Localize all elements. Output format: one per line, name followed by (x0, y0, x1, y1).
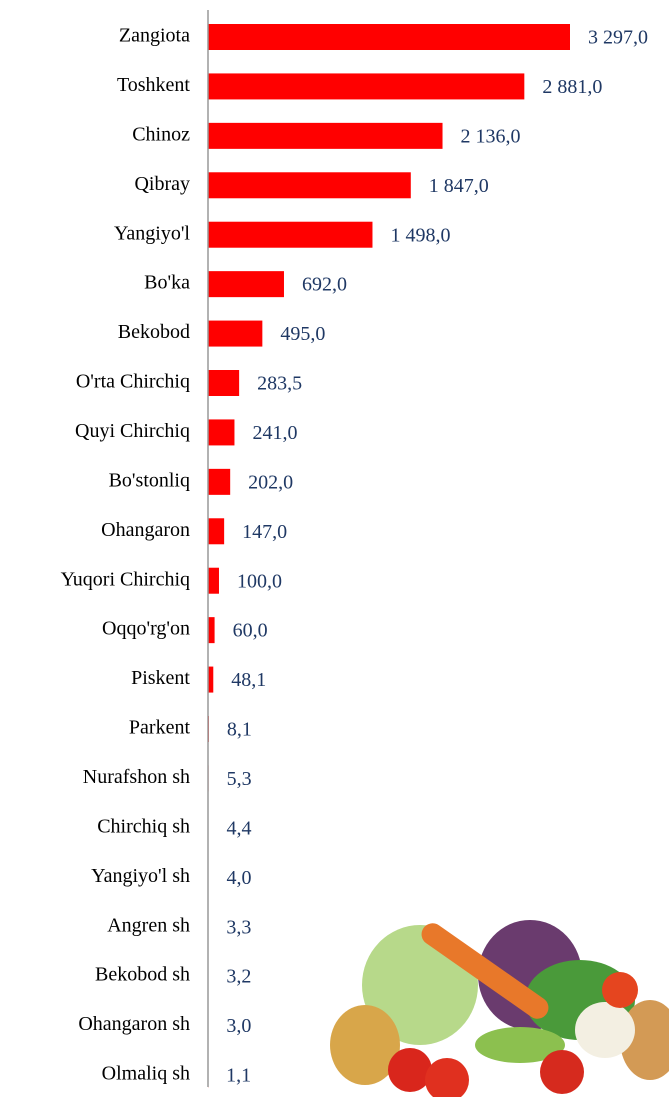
category-label: Yangiyo'l (114, 222, 190, 244)
value-label: 2 881,0 (542, 76, 602, 98)
value-label: 495,0 (280, 323, 325, 345)
category-label: Piskent (131, 667, 190, 689)
value-label: 147,0 (242, 521, 287, 543)
category-label: Qibray (134, 173, 190, 195)
bar (208, 617, 215, 644)
value-label: 3 297,0 (588, 27, 648, 49)
category-label: Angren sh (107, 914, 190, 936)
category-label: Nurafshon sh (83, 766, 190, 788)
bar (208, 419, 235, 446)
category-label: O'rta Chirchiq (76, 371, 190, 393)
category-label: Chirchiq sh (97, 815, 190, 837)
value-label: 1,1 (226, 1065, 251, 1087)
value-label: 2 136,0 (461, 125, 521, 147)
value-label: 1 847,0 (429, 175, 489, 197)
value-label: 241,0 (252, 422, 297, 444)
category-label: Parkent (129, 717, 191, 739)
value-label: 60,0 (233, 620, 268, 642)
value-label: 4,4 (226, 817, 251, 839)
category-label: Toshkent (117, 74, 190, 96)
category-label: Olmaliq sh (102, 1063, 190, 1085)
vegetables-illustration (330, 920, 669, 1097)
category-label: Quyi Chirchiq (75, 420, 190, 442)
bar (208, 468, 231, 495)
bar (208, 320, 263, 347)
category-label: Ohangaron sh (78, 1013, 190, 1035)
bar (208, 370, 240, 396)
category-label: Bo'ka (144, 272, 190, 294)
category-label: Yuqori Chirchiq (61, 568, 190, 590)
category-label: Oqqo'rg'on (102, 618, 190, 640)
category-label: Bekobod sh (95, 964, 190, 986)
value-label: 283,5 (257, 373, 302, 395)
category-label: Bo'stonliq (109, 469, 190, 491)
bar (208, 122, 443, 149)
bar (208, 73, 525, 100)
bar (208, 271, 284, 298)
value-label: 3,0 (226, 1015, 251, 1037)
value-label: 4,0 (226, 867, 251, 889)
category-label: Yangiyo'l sh (91, 865, 190, 887)
value-label: 3,3 (226, 916, 251, 938)
value-label: 100,0 (237, 570, 282, 592)
category-label: Ohangaron (101, 519, 190, 541)
category-label: Bekobod (118, 321, 190, 343)
category-label: Chinoz (132, 123, 190, 145)
category-label: Zangiota (119, 25, 190, 47)
bar (208, 221, 373, 248)
value-label: 5,3 (227, 768, 252, 790)
value-label: 1 498,0 (390, 224, 450, 246)
bar (208, 666, 214, 693)
bar (208, 24, 570, 50)
value-label: 48,1 (231, 669, 266, 691)
value-label: 692,0 (302, 274, 347, 296)
value-label: 202,0 (248, 471, 293, 493)
bar (208, 172, 411, 199)
value-label: 3,2 (226, 966, 251, 988)
bar (208, 518, 225, 545)
bar (208, 567, 219, 594)
value-label: 8,1 (227, 719, 252, 741)
